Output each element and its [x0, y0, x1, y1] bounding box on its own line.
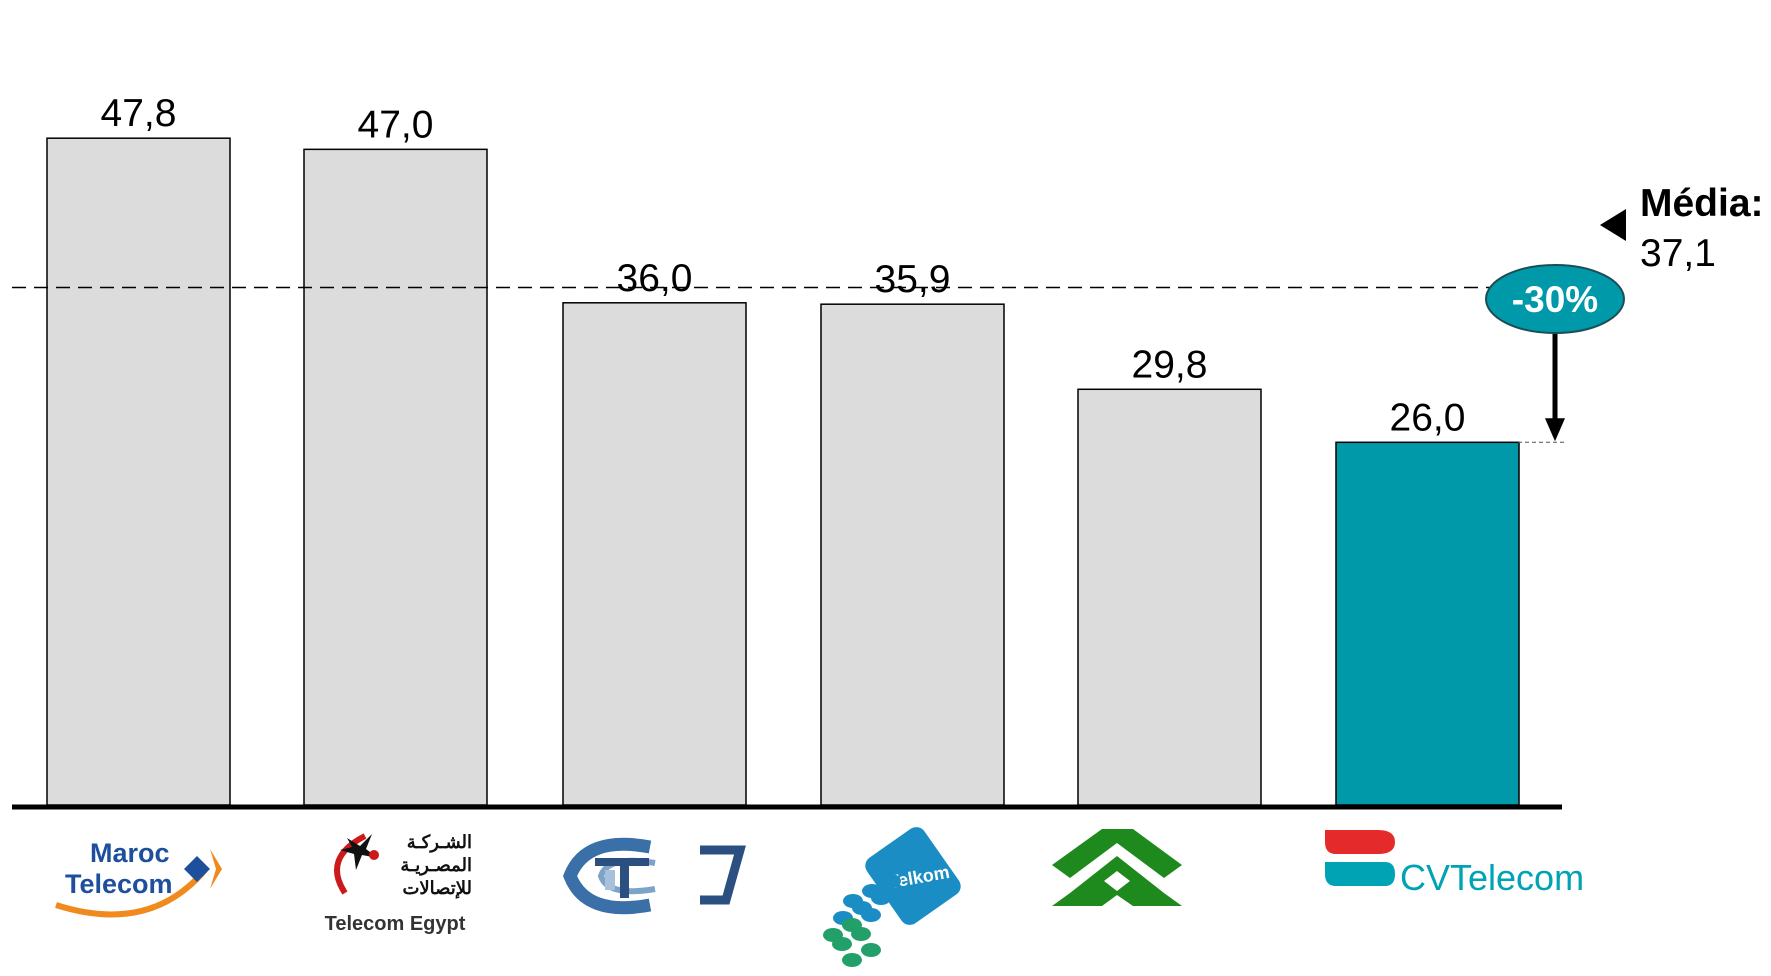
telecom-egypt-logo: الشـركـة المصـريـة للإتصالات Telecom Egy… — [325, 832, 472, 935]
bar-2 — [303, 148, 488, 806]
bar-1 — [46, 137, 231, 806]
value-label-3: 36,0 — [617, 257, 693, 300]
bar-5 — [1077, 388, 1262, 806]
bar-6 — [1335, 441, 1520, 806]
difference-badge — [1485, 264, 1625, 334]
value-label-4: 35,9 — [875, 258, 951, 301]
difference-label: -30% — [1512, 279, 1598, 320]
egypt-arabic-line1: الشـركـة — [407, 832, 472, 853]
telkom-keypad-dots — [823, 874, 901, 967]
telkom-logo: Telkom — [823, 827, 961, 967]
tunisie-telecom-logo — [563, 837, 746, 915]
bars-group — [46, 137, 1520, 806]
bar-3 — [562, 302, 747, 806]
arrowhead-down-icon — [1545, 418, 1565, 442]
average-value: 37,1 — [1640, 232, 1716, 275]
egypt-logo-name: Telecom Egypt — [325, 913, 466, 935]
value-label-5: 29,8 — [1132, 343, 1208, 386]
average-title: Média: — [1640, 182, 1764, 225]
egypt-arabic-line3: للإتصالات — [402, 878, 472, 899]
cv-logo-name: CVTelecom — [1400, 857, 1584, 898]
maroc-logo-line1: Maroc — [90, 838, 170, 868]
value-label-1: 47,8 — [101, 92, 177, 135]
bar-4 — [820, 303, 1005, 806]
value-labels-group: 47,8 47,0 36,0 35,9 29,8 26,0 — [101, 92, 1466, 439]
algerie-telecom-logo — [1052, 829, 1182, 906]
average-pointer-icon — [1600, 209, 1626, 241]
egypt-arabic-line2: المصـريـة — [400, 855, 472, 876]
maroc-logo-line2: Telecom — [65, 869, 173, 899]
cv-telecom-logo: CVTelecom — [1325, 830, 1584, 898]
value-label-6: 26,0 — [1390, 396, 1466, 439]
maroc-telecom-logo: Maroc Telecom — [55, 838, 222, 918]
value-label-2: 47,0 — [358, 103, 434, 146]
